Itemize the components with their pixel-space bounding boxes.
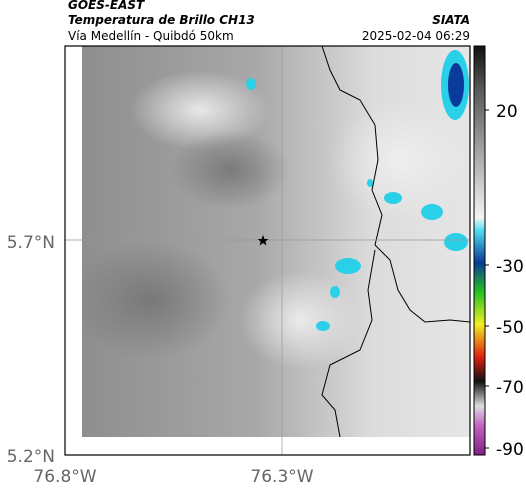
lon-label: 76.3°W: [250, 467, 313, 487]
satellite-image: [82, 46, 470, 437]
map-frame: [64, 45, 471, 456]
subtitle: Temperatura de Brillo CH13: [68, 13, 255, 27]
lat-label: 5.2°N: [7, 447, 55, 467]
colorbar-label: -70: [496, 378, 524, 398]
title: GOES-EAST: [68, 0, 145, 12]
colorbar-label: -30: [496, 257, 524, 277]
colorbar: [473, 45, 486, 456]
datetime: 2025-02-04 06:29: [362, 29, 470, 43]
colorbar-label: 20: [496, 102, 518, 122]
colorbar-ticks: [485, 109, 489, 449]
lat-label: 5.7°N: [7, 233, 55, 253]
colorbar-label: -90: [496, 440, 524, 460]
station-marker: [257, 235, 269, 246]
lon-label: 76.8°W: [33, 467, 96, 487]
route: Vía Medellín - Quibdó 50km: [68, 29, 234, 43]
colorbar-label: -50: [496, 318, 524, 338]
source: SIATA: [432, 13, 470, 27]
